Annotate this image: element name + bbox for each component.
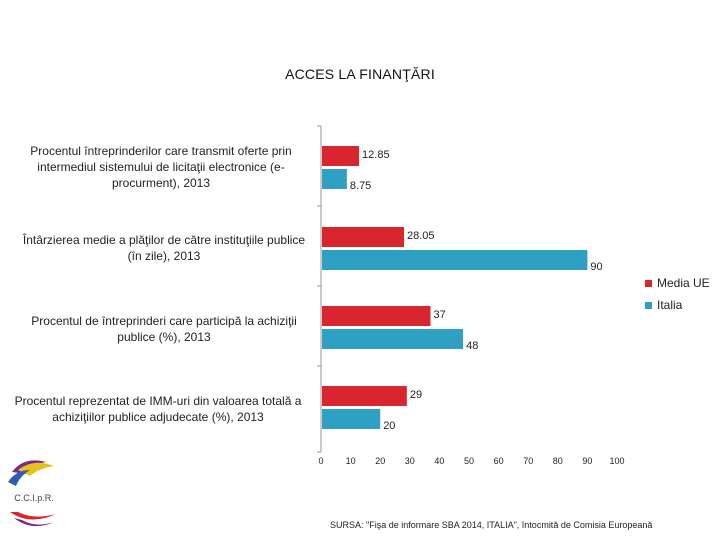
category-label: Întârzierea medie a plăţilor de către in… — [22, 233, 306, 263]
legend-swatch — [645, 302, 652, 310]
category-label: Procentul reprezentat de IMM-uri din val… — [14, 394, 302, 424]
legend-item: Media UE — [645, 276, 710, 290]
category-label: Procentul de întreprinderi care particip… — [31, 314, 297, 344]
bar-media-ue — [322, 227, 405, 247]
data-label: 20 — [383, 420, 395, 432]
bar-italia — [322, 250, 588, 270]
bars-group — [322, 146, 588, 429]
x-tick-label: 90 — [582, 456, 592, 466]
bar-italia — [322, 329, 464, 349]
data-labels-group: 12.85 8.75 28.05 90 37 48 29 20 — [350, 149, 603, 432]
source-note: SURSA: "Fişa de informare SBA 2014, ITAL… — [330, 520, 653, 530]
legend-swatch — [645, 280, 652, 288]
legend-label: Media UE — [657, 276, 710, 290]
x-tick-label: 20 — [375, 456, 385, 466]
bar-italia — [322, 409, 381, 429]
data-label: 12.85 — [362, 149, 390, 161]
x-axis: 0 10 20 30 40 50 60 70 80 90 100 — [317, 125, 625, 466]
x-tick-label: 100 — [609, 456, 624, 466]
x-tick-label: 30 — [405, 456, 415, 466]
data-label: 8.75 — [350, 180, 371, 192]
x-tick-label: 60 — [494, 456, 504, 466]
data-label: 28.05 — [407, 230, 435, 242]
bar-media-ue — [322, 146, 360, 166]
cci-logo-icon: C.C.I.p.R. — [8, 460, 60, 527]
x-tick-label: 10 — [346, 456, 356, 466]
logo-text: C.C.I.p.R. — [14, 493, 54, 503]
legend-label: Italia — [657, 298, 683, 312]
bar-media-ue — [322, 386, 407, 406]
data-label: 90 — [590, 261, 602, 273]
bar-media-ue — [322, 306, 431, 326]
legend-item: Italia — [645, 298, 682, 312]
data-label: 29 — [410, 389, 422, 401]
data-label: 48 — [466, 340, 478, 352]
x-tick-label: 80 — [553, 456, 563, 466]
x-tick-label: 70 — [523, 456, 533, 466]
chart-title: ACCES LA FINANŢĂRI — [285, 66, 435, 82]
x-tick-label: 50 — [464, 456, 474, 466]
bar-italia — [322, 169, 347, 189]
data-label: 37 — [434, 309, 446, 321]
category-label: Procentul întreprinderilor care transmit… — [30, 144, 292, 190]
x-tick-label: 0 — [318, 456, 323, 466]
x-tick-label: 40 — [434, 456, 444, 466]
